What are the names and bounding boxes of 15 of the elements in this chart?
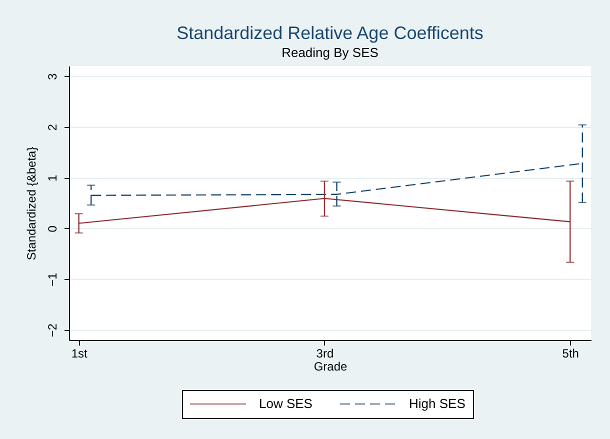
y-tick-label: 0: [46, 225, 60, 232]
chart-subtitle: Reading By SES: [282, 45, 379, 60]
y-tick-label: −1: [46, 272, 60, 286]
y-tick-label: 3: [46, 72, 60, 80]
chart-title: Standardized Relative Age Coefficents: [176, 23, 484, 43]
y-tick-label: −2: [46, 323, 60, 338]
y-tick-label: 2: [46, 124, 60, 131]
y-tick-label: 1: [46, 174, 60, 182]
x-tick-label: 5th: [562, 346, 579, 360]
x-axis-title: Grade: [314, 360, 348, 374]
x-tick-label: 3rd: [316, 346, 334, 360]
x-tick-label: 1st: [71, 346, 88, 360]
legend-label: Low SES: [259, 396, 313, 411]
legend-label: High SES: [409, 396, 466, 411]
y-axis-title: Standardized {&beta}: [24, 146, 38, 260]
